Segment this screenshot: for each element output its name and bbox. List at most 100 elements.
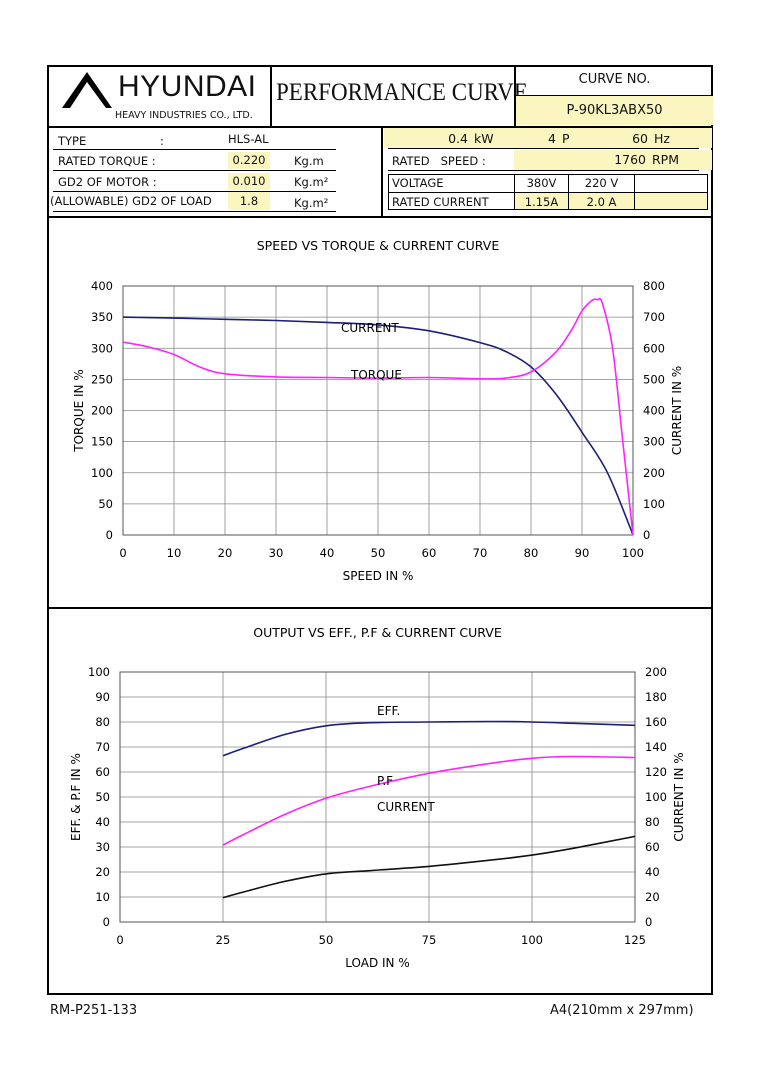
plot-area	[119, 671, 636, 923]
rated-speed-value: 1760	[614, 152, 646, 167]
y2-tick-label: 140	[645, 740, 667, 754]
y-tick-label: 40	[95, 815, 110, 829]
y-tick-label: 200	[91, 404, 113, 418]
paper-size: A4(210mm x 297mm)	[550, 1003, 694, 1018]
rated-speed-bg	[514, 150, 712, 170]
poles-value: 4	[548, 131, 556, 146]
y-tick-label: 80	[95, 715, 110, 729]
y2-tick-label: 100	[643, 497, 665, 511]
series-annotation: TORQUE	[350, 368, 402, 382]
y-tick-label: 20	[95, 865, 110, 879]
y2-tick-label: 400	[643, 404, 665, 418]
y2-tick-label: 300	[643, 435, 665, 449]
x-tick-label: 125	[624, 933, 646, 947]
x-tick-label: 90	[575, 546, 590, 560]
y-tick-label: 150	[91, 435, 113, 449]
document-title: PERFORMANCE CURVE	[276, 79, 528, 106]
y-tick-label: 90	[95, 690, 110, 704]
gd2-load-value: 1.8	[228, 192, 270, 210]
y2-tick-label: 600	[643, 341, 665, 355]
y-tick-label: 250	[91, 372, 113, 386]
x-tick-label: 0	[119, 546, 126, 560]
y-axis-label: EFF. & P.F IN %	[69, 753, 83, 841]
plot-area	[122, 285, 634, 536]
x-tick-label: 50	[319, 933, 334, 947]
vt-col-2b	[568, 193, 569, 209]
voltage-2: 220 V	[584, 176, 619, 190]
y-tick-label: 50	[98, 497, 113, 511]
y-tick-label: 100	[88, 665, 110, 679]
y2-axis-label: CURRENT IN %	[672, 752, 686, 841]
freq-unit: Hz	[654, 131, 670, 146]
y2-tick-label: 700	[643, 310, 665, 324]
power-unit: kW	[474, 131, 494, 146]
y2-tick-label: 40	[645, 865, 660, 879]
series-line-current	[122, 316, 634, 536]
y2-tick-label: 60	[645, 840, 660, 854]
company-name: HYUNDAI	[118, 70, 257, 103]
x-tick-label: 10	[167, 546, 182, 560]
y2-tick-label: 200	[645, 665, 667, 679]
x-tick-label: 100	[622, 546, 644, 560]
speed-torque-current-chart: SPEED VS TORQUE & CURRENT CURVE 0 10 20 30 40…	[72, 238, 684, 583]
vt-col-2	[568, 174, 569, 210]
company-subtitle: HEAVY INDUSTRIES CO., LTD.	[115, 110, 253, 121]
vt-col-3	[634, 174, 635, 210]
series-line-torque	[122, 297, 634, 536]
vt-row-line	[388, 192, 708, 193]
gd2-motor-unit: Kg.m²	[294, 175, 329, 189]
spec-chart-divider	[47, 216, 713, 218]
y-tick-label: 30	[95, 840, 110, 854]
x-tick-label: 20	[218, 546, 233, 560]
gd2-motor-label: GD2 OF MOTOR :	[58, 175, 157, 189]
vt-col-1b	[514, 193, 515, 209]
document-number: RM-P251-133	[50, 1003, 138, 1018]
spec-line-1	[53, 149, 336, 150]
x-axis-label: LOAD IN %	[345, 956, 410, 970]
current-1: 1.15A	[524, 195, 559, 209]
y2-tick-label: 160	[645, 715, 667, 729]
x-tick-label: 30	[269, 546, 284, 560]
rated-torque-label: RATED TORQUE :	[58, 154, 156, 168]
x-tick-label: 50	[371, 546, 386, 560]
y2-axis-label: CURRENT IN %	[670, 366, 684, 455]
type-colon: :	[160, 134, 164, 148]
gd2-load-unit: Kg.m²	[294, 196, 329, 210]
gd2-motor-value: 0.010	[228, 173, 270, 190]
y-tick-label: 300	[91, 341, 113, 355]
rated-speed-label: RATED SPEED :	[392, 154, 486, 168]
output-eff-pf-current-chart: OUTPUT VS EFF., P.F & CURRENT CURVE 0 25 50…	[69, 625, 686, 970]
chart-title: OUTPUT VS EFF., P.F & CURRENT CURVE	[253, 625, 502, 640]
x-tick-label: 75	[422, 933, 437, 947]
type-label: TYPE	[58, 134, 87, 148]
hyundai-logo-icon	[62, 72, 112, 108]
type-value: HLS-AL	[228, 132, 269, 146]
y2-tick-label: 500	[643, 372, 665, 386]
header-divider	[47, 126, 713, 128]
curve-no-value: P-90KL3ABX50	[516, 96, 713, 125]
x-tick-label: 40	[320, 546, 335, 560]
power-row-bg	[384, 128, 712, 148]
current-row-bg	[515, 193, 707, 209]
y-tick-label: 0	[103, 915, 110, 929]
rated-torque-unit: Kg.m	[294, 154, 324, 168]
y2-tick-label: 200	[643, 466, 665, 480]
y-tick-label: 350	[91, 310, 113, 324]
spec-right-line-2	[388, 170, 699, 171]
curve-no-label: CURVE NO.	[578, 72, 651, 87]
spec-divider	[381, 127, 383, 217]
y2-tick-label: 180	[645, 690, 667, 704]
y-tick-label: 50	[95, 790, 110, 804]
x-tick-label: 100	[521, 933, 543, 947]
series-line-pf	[222, 755, 636, 846]
series-line-current	[222, 835, 636, 899]
x-axis-label: SPEED IN %	[343, 569, 414, 583]
series-line-eff	[222, 720, 636, 757]
voltage-1: 380V	[526, 176, 557, 190]
poles-unit: P	[562, 131, 570, 146]
chart-chart-divider	[47, 607, 713, 609]
vt-col-1	[514, 174, 515, 210]
y-tick-label: 70	[95, 740, 110, 754]
rated-torque-value: 0.220	[228, 152, 270, 169]
rated-current-label: RATED CURRENT	[392, 195, 489, 209]
